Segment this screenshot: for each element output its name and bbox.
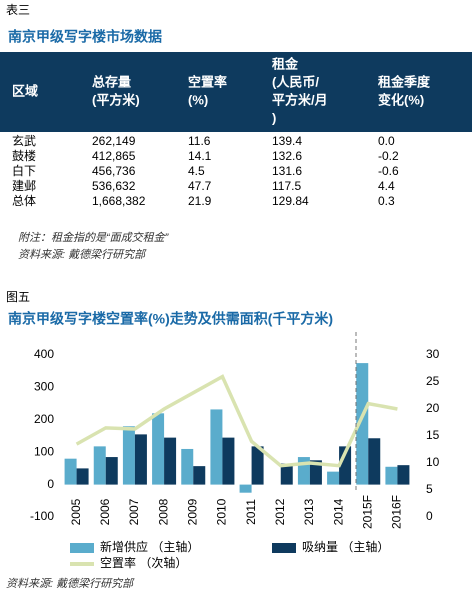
table-cell: -0.6 — [378, 164, 399, 178]
table-cell: 11.6 — [188, 134, 211, 148]
table-cell: 0.3 — [378, 194, 395, 208]
chart-label: 图五 — [6, 290, 30, 304]
x-tick-label: 2007 — [127, 498, 141, 525]
bar — [105, 457, 118, 485]
y2-tick-label: 30 — [426, 347, 440, 361]
y-tick-label: -100 — [30, 509, 54, 523]
bar — [239, 484, 252, 493]
table-cell: 456,736 — [92, 164, 136, 178]
bar — [181, 448, 194, 485]
table-cell: 21.9 — [188, 194, 212, 208]
table-header-cell: 租金季度 — [378, 74, 431, 89]
legend-label: 吸纳量 （主轴） — [302, 539, 389, 554]
table-cell: 4.4 — [378, 179, 395, 193]
table-header-cell: (平方米) — [92, 92, 140, 107]
legend-swatch — [272, 543, 296, 553]
table-cell: 131.6 — [272, 164, 302, 178]
table-title: 南京甲级写字楼市场数据 — [8, 29, 162, 45]
chart-source: 资料来源: 戴德梁行研究部 — [6, 577, 135, 590]
table-cell: 412,865 — [92, 149, 136, 163]
bar — [297, 457, 310, 485]
table-cell: 47.7 — [188, 179, 212, 193]
bar — [327, 471, 340, 485]
x-tick-label: 2016F — [390, 495, 404, 529]
y2-tick-label: 25 — [426, 374, 440, 388]
table-header-cell: 变化(%) — [378, 92, 424, 107]
table-cell: 玄武 — [12, 133, 36, 148]
bar — [193, 466, 206, 485]
table-header-cell: 平方米/月 — [272, 92, 328, 107]
y-tick-label: 200 — [34, 412, 54, 426]
y2-tick-label: 0 — [426, 509, 433, 523]
table-cell: 白下 — [12, 163, 36, 178]
table-header-cell: (%) — [188, 92, 208, 107]
table-header-cell: (人民币/ — [272, 74, 319, 89]
x-tick-label: 2014 — [331, 498, 345, 525]
table-header-cell: 空置率 — [188, 74, 227, 89]
table-cell: 536,632 — [92, 179, 136, 193]
table-cell: 0.0 — [378, 134, 395, 148]
x-tick-label: 2009 — [185, 498, 199, 525]
bar — [122, 426, 135, 485]
table-header-cell: 区域 — [12, 83, 38, 98]
bar — [280, 463, 293, 485]
table-header-bg — [0, 52, 472, 132]
vacancy-line — [75, 374, 398, 468]
y2-tick-label: 15 — [426, 428, 440, 442]
bar — [93, 446, 106, 485]
table-note: 附注：租金指的是“面成交租金” — [18, 231, 170, 244]
table-header-cell: ) — [272, 110, 276, 125]
x-tick-label: 2008 — [156, 498, 170, 525]
table-cell: 129.84 — [272, 194, 309, 208]
bar — [76, 468, 89, 485]
table-header-cell: 租金 — [272, 56, 299, 71]
bar — [397, 465, 410, 485]
table-cell: 14.1 — [188, 149, 212, 163]
table-cell: -0.2 — [378, 149, 399, 163]
x-tick-label: 2015F — [360, 495, 374, 529]
bar — [309, 460, 322, 485]
bar — [385, 466, 398, 485]
x-tick-label: 2006 — [98, 498, 112, 525]
table-cell: 262,149 — [92, 134, 136, 148]
y-tick-label: 300 — [34, 380, 54, 394]
table-label: 表三 — [6, 3, 30, 17]
y2-tick-label: 20 — [426, 401, 440, 415]
bar — [164, 437, 177, 485]
bar — [356, 363, 369, 485]
bar — [368, 438, 381, 485]
y-tick-label: 400 — [34, 347, 54, 361]
chart-title: 南京甲级写字楼空置率(%)走势及供需面积(千平方米) — [8, 311, 333, 327]
table-cell: 建邺 — [12, 179, 36, 193]
table-cell: 4.5 — [188, 164, 205, 178]
x-tick-label: 2010 — [215, 498, 229, 525]
bar — [134, 434, 147, 485]
y2-tick-label: 10 — [426, 455, 440, 469]
bar — [222, 437, 235, 485]
table-cell: 总体 — [12, 194, 36, 208]
table-cell: 132.6 — [272, 149, 302, 163]
x-tick-label: 2012 — [273, 498, 287, 525]
bar — [251, 446, 264, 485]
bar — [64, 458, 77, 485]
legend-swatch — [70, 543, 94, 553]
legend-label: 新增供应 （主轴） — [100, 539, 199, 554]
legend-label: 空置率 （次轴） — [100, 555, 187, 570]
x-tick-label: 2005 — [69, 498, 83, 525]
table-cell: 鼓楼 — [12, 148, 36, 163]
table-header-cell: 总存量 — [92, 74, 131, 89]
table-cell: 117.5 — [272, 179, 301, 193]
y2-tick-label: 5 — [426, 482, 433, 496]
x-tick-label: 2011 — [244, 499, 258, 525]
bar — [152, 413, 165, 485]
bar — [210, 409, 223, 485]
y-tick-label: 0 — [47, 477, 54, 491]
table-note: 资料来源: 戴德梁行研究部 — [18, 248, 147, 261]
table-cell: 139.4 — [272, 134, 302, 148]
x-tick-label: 2013 — [302, 498, 316, 525]
table-cell: 1,668,382 — [92, 194, 146, 208]
y-tick-label: 100 — [34, 444, 54, 458]
